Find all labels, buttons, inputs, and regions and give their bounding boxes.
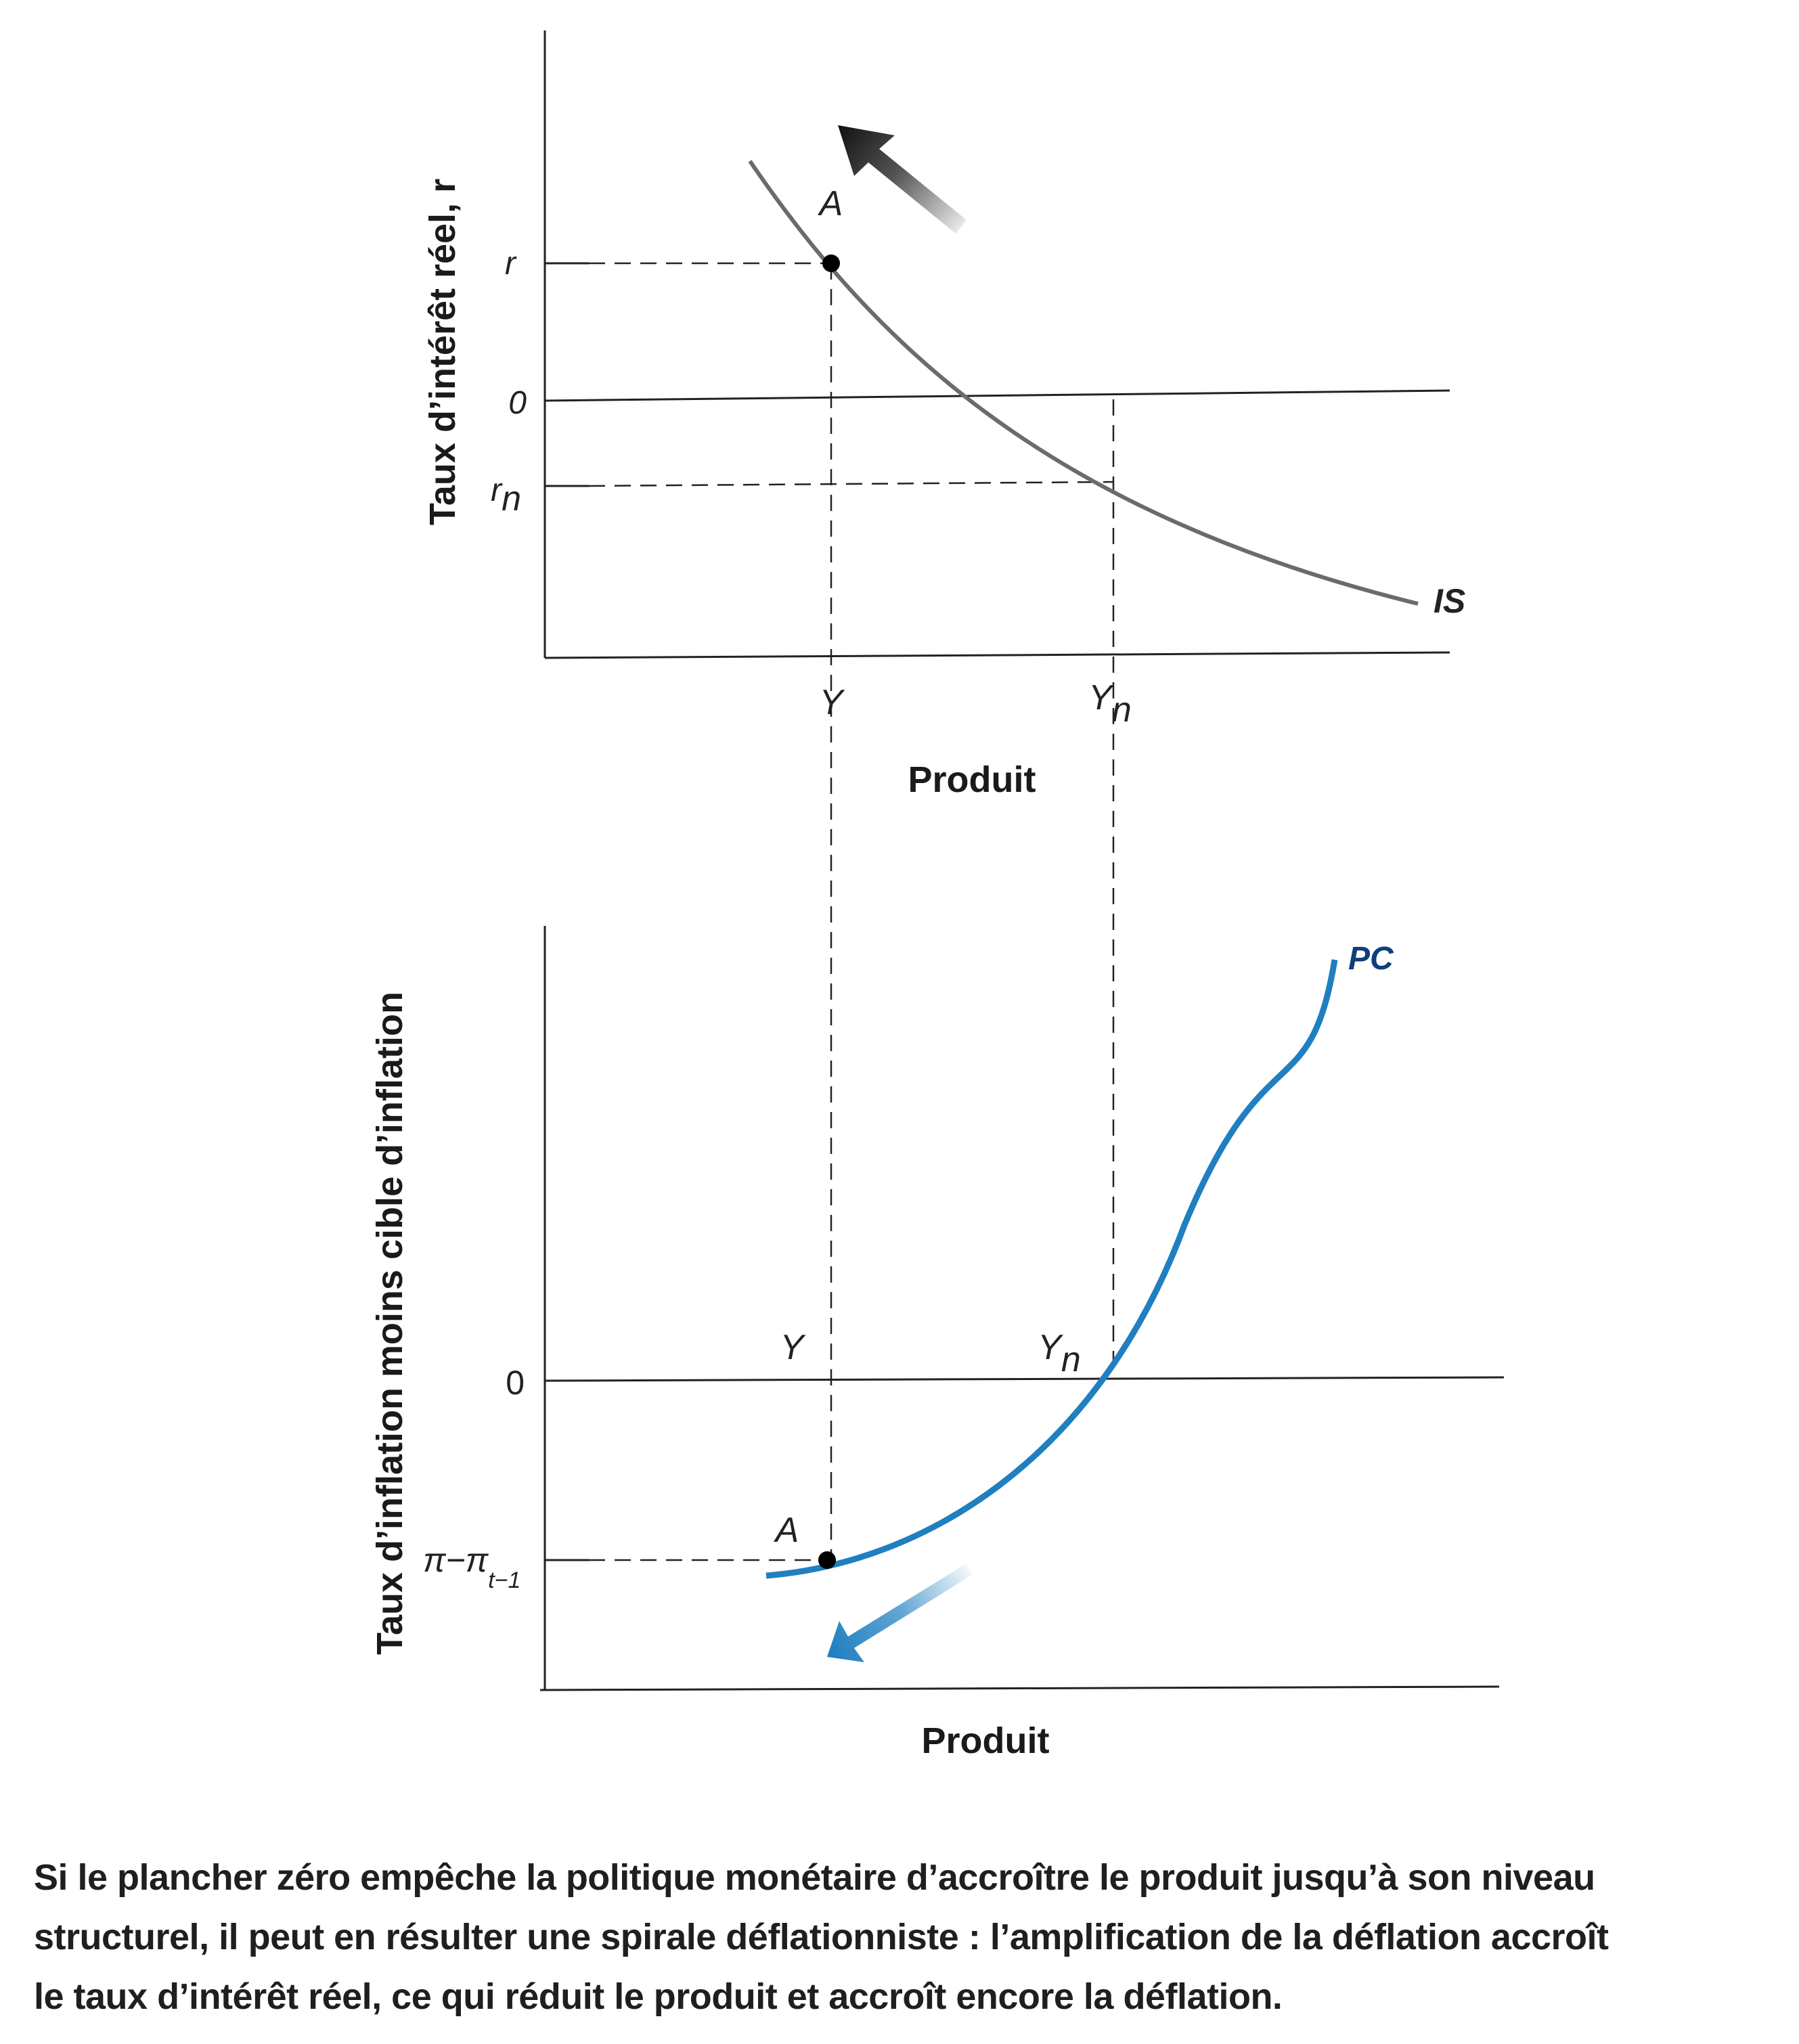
upward-shift-arrow [838, 125, 967, 234]
bottom-point-a-label: A [774, 1511, 799, 1550]
top-tick-r-label: r [505, 246, 517, 282]
figure-caption: Si le plancher zéro empêche la politique… [34, 1848, 1773, 2026]
bottom-y-axis-label: Taux d’inflation moins cible d’inflation [370, 992, 410, 1655]
is-curve-label: IS [1434, 582, 1465, 620]
bottom-chart: 0 π−πt−1 Y Yn A PC Produit Taux d’inflat… [370, 926, 1505, 1761]
top-tick-Yn-label: Yn [1088, 678, 1132, 730]
top-x-axis-label: Produit [908, 759, 1036, 800]
deflation-spiral-figure: r 0 rn Y Yn A IS Produit Taux d’intérêt … [370, 30, 1505, 1761]
point-a-bottom [818, 1551, 836, 1569]
bottom-Y-label: Y [780, 1328, 806, 1367]
bottom-zero-line [544, 1376, 1505, 1382]
top-tick-Y-label: Y [820, 683, 845, 722]
top-tick-zero-label: 0 [508, 385, 527, 421]
pc-curve [765, 959, 1338, 1579]
pc-curve-label: PC [1348, 941, 1394, 977]
top-chart: r 0 rn Y Yn A IS Produit Taux d’intérêt … [422, 30, 1465, 1563]
bottom-x-axis-label: Produit [922, 1720, 1050, 1761]
downward-spiral-arrow [827, 1563, 972, 1662]
caption-line-3: le taux d’intérêt réel, ce qui réduit le… [34, 1976, 1283, 2017]
bottom-tick-pi-label: π−πt−1 [423, 1541, 520, 1593]
top-x-axis [544, 651, 1450, 659]
guide-rn-horizontal [588, 481, 1114, 487]
point-a-top [822, 254, 840, 272]
bottom-Yn-label: Yn [1038, 1328, 1081, 1379]
bottom-x-axis [539, 1685, 1500, 1691]
caption-line-1: Si le plancher zéro empêche la politique… [34, 1857, 1595, 1898]
caption-line-2: structurel, il peut en résulter une spir… [34, 1917, 1609, 1957]
top-zero-line [544, 389, 1450, 402]
top-y-axis-label: Taux d’intérêt réel, r [422, 179, 463, 525]
top-tick-rn-label: rn [491, 472, 521, 518]
is-curve [748, 160, 1419, 606]
top-point-a-label: A [818, 184, 843, 223]
bottom-tick-zero-label: 0 [506, 1364, 525, 1402]
